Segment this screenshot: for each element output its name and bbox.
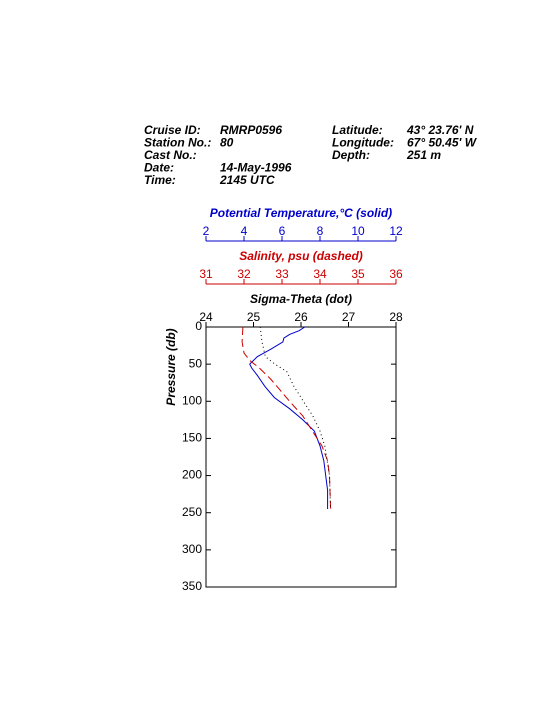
x-tick-label: 25 <box>247 310 261 324</box>
x-tick-label: 2 <box>203 224 210 238</box>
header-value: 80 <box>220 136 234 150</box>
x-tick-label: 24 <box>199 310 213 324</box>
x-tick-label: 32 <box>237 267 251 281</box>
header-label: Cast No.: <box>144 148 197 162</box>
x-tick-label: 27 <box>342 310 356 324</box>
profile-line <box>249 326 329 509</box>
y-tick-label: 0 <box>195 319 202 333</box>
y-axis-title: Pressure (db) <box>164 328 178 405</box>
header-label: Depth: <box>332 148 370 162</box>
profile-line <box>241 326 332 510</box>
x-tick-label: 33 <box>275 267 289 281</box>
axis-title: Potential Temperature,°C (solid) <box>210 206 392 220</box>
header-label: Date: <box>144 161 174 175</box>
x-tick-label: 8 <box>317 224 324 238</box>
y-tick-label: 350 <box>182 579 202 593</box>
plot-frame <box>205 326 397 588</box>
header-value: RMRP0596 <box>220 123 282 137</box>
x-tick-label: 6 <box>279 224 286 238</box>
y-tick-label: 50 <box>189 356 203 370</box>
header-value: 14-May-1996 <box>220 161 292 175</box>
header-label: Station No.: <box>144 136 211 150</box>
header-value: 43° 23.76' N <box>406 123 474 137</box>
axis-title: Salinity, psu (dashed) <box>239 249 363 263</box>
header-label: Longitude: <box>332 136 394 150</box>
header-label: Cruise ID: <box>144 123 201 137</box>
y-tick-label: 150 <box>182 431 202 445</box>
x-tick-label: 4 <box>241 224 248 238</box>
y-tick-label: 100 <box>182 393 202 407</box>
axis-title: Sigma-Theta (dot) <box>250 292 352 306</box>
header-value: 251 m <box>406 148 441 162</box>
x-tick-label: 36 <box>389 267 403 281</box>
header-label: Latitude: <box>332 123 383 137</box>
x-tick-label: 26 <box>294 310 308 324</box>
y-tick-label: 250 <box>182 505 202 519</box>
header-value: 2145 UTC <box>219 173 275 187</box>
x-tick-label: 35 <box>351 267 365 281</box>
x-tick-label: 10 <box>351 224 365 238</box>
x-tick-label: 34 <box>313 267 327 281</box>
x-tick-label: 12 <box>389 224 403 238</box>
y-tick-label: 200 <box>182 468 202 482</box>
profile-line <box>259 326 331 510</box>
header-label: Time: <box>144 173 176 187</box>
header-value: 67° 50.45' W <box>407 136 478 150</box>
x-tick-label: 31 <box>199 267 213 281</box>
x-tick-label: 28 <box>389 310 403 324</box>
y-tick-label: 300 <box>182 542 202 556</box>
